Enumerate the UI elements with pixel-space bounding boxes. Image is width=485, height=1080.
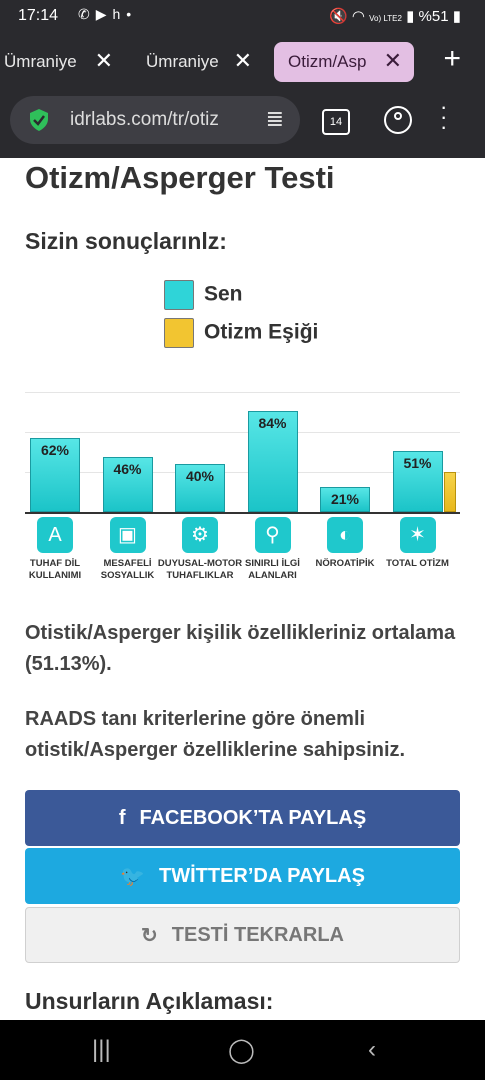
tab-umraniye-1[interactable]: Ümraniye ✕: [0, 42, 125, 82]
legend-label-threshold: Otizm Eşiği: [204, 320, 319, 344]
chart-bar-sen: 46%: [102, 456, 153, 512]
chart-category-label: DUYUSAL-MOTOR TUHAFLIKLAR: [157, 558, 243, 581]
battery-level: %51: [418, 8, 449, 25]
url-text: idrlabs.com/tr/otiz: [70, 109, 219, 130]
legend-threshold: Otizm Eşiği: [164, 318, 318, 348]
chart-data-label: 46%: [113, 460, 142, 477]
chart-data-label: 51%: [403, 454, 432, 471]
twitter-share-label: TWİTTER’DA PAYLAŞ: [158, 864, 365, 887]
chart-bar-sen: 21%: [320, 486, 370, 512]
chart-bar-sen: 51%: [392, 450, 443, 512]
tab-otizm-asperger[interactable]: Otizm/Asp ✕: [274, 42, 414, 82]
chart-gridline: [25, 472, 460, 473]
twitter-share-button[interactable]: 🐦 TWİTTER’DA PAYLAŞ: [25, 848, 460, 904]
retake-test-button[interactable]: ↻ TESTİ TEKRARLA: [25, 907, 460, 963]
tab-label: Ümraniye: [146, 52, 219, 71]
url-field[interactable]: idrlabs.com/tr/otiz ≣: [10, 96, 300, 144]
tab-umraniye-2[interactable]: Ümraniye ✕: [134, 42, 264, 82]
facebook-icon: f: [118, 806, 126, 829]
results-chart: 62% A TUHAF DİL KULLANIMI 46% ▣ MESAFELİ SOSY…: [25, 370, 460, 590]
signal-icon: ▮: [406, 8, 415, 25]
recent-apps-icon[interactable]: |||: [92, 1036, 111, 1063]
legend-swatch-sen: [164, 280, 194, 310]
legend-swatch-threshold: [164, 318, 194, 348]
chart-category-label: SINIRLI İLGİ ALANLARI: [245, 558, 300, 581]
chart-category-label: TUHAF DİL KULLANIMI: [28, 558, 82, 581]
chart-data-label: 40%: [185, 468, 215, 484]
robot-icon: ▣: [109, 517, 146, 553]
battery-icon: ▮: [452, 8, 461, 25]
twitter-icon: 🐦: [120, 865, 145, 888]
menu-icon[interactable]: · · ·: [440, 94, 448, 139]
reader-mode-icon[interactable]: ≣: [265, 106, 284, 131]
retake-test-label: TESTİ TEKRARLA: [171, 923, 344, 946]
close-icon[interactable]: ✕: [233, 48, 252, 73]
new-tab-icon[interactable]: +: [443, 42, 461, 75]
network-icon: ✶: [399, 517, 436, 553]
facebook-share-button[interactable]: f FACEBOOK’TA PAYLAŞ: [25, 790, 460, 846]
status-time: 17:14: [18, 7, 59, 24]
wifi-icon: ◠: [351, 8, 365, 25]
mute-icon: 🔇: [329, 8, 348, 25]
chart-bar-threshold: [443, 472, 456, 512]
legend-sen: Sen: [164, 280, 243, 310]
translate-icon: A: [37, 517, 73, 553]
chart-bar-sen: 62%: [30, 437, 80, 512]
results-heading: Sizin sonuçlarınlz:: [25, 228, 227, 254]
chart-data-label: 21%: [330, 490, 360, 507]
chart-gridline: [25, 432, 460, 433]
status-bar: 17:14 ✆▶h• 🔇 ◠ Vo) LTE2 ▮ %51 ▮: [0, 0, 485, 32]
home-icon[interactable]: ◯: [228, 1037, 255, 1064]
profile-icon[interactable]: [384, 106, 412, 134]
chart-data-label: 62%: [40, 441, 70, 458]
page-title: Otizm/Asperger Testi: [25, 160, 335, 195]
close-icon[interactable]: ✕: [94, 48, 113, 73]
gears-icon: ⚙: [182, 517, 218, 553]
tab-strip: Ümraniye ✕ Ümraniye ✕ Otizm/Asp ✕: [0, 32, 485, 92]
tab-label: Ümraniye: [4, 52, 77, 71]
status-right: 🔇 ◠ Vo) LTE2 ▮ %51 ▮: [329, 7, 461, 25]
back-icon[interactable]: ‹: [368, 1036, 376, 1063]
chart-baseline: [25, 512, 460, 514]
summary-text: Otistik/Asperger kişilik özellikleriniz …: [25, 622, 456, 675]
notification-icons: ✆▶h•: [78, 6, 138, 22]
criteria-text: RAADS tanı kriterlerine göre önemli otis…: [25, 708, 406, 761]
address-bar: idrlabs.com/tr/otiz ≣ 14 · · ·: [0, 92, 485, 158]
refresh-icon: ↻: [141, 924, 158, 947]
chart-category-label: TOTAL OTİZM: [386, 558, 449, 569]
system-nav-bar: ||| ◯ ‹: [0, 1020, 485, 1080]
chart-category-label: NÖROATİPİK: [315, 558, 375, 569]
chart-bar-sen: 84%: [247, 411, 298, 512]
chart-category-label: MESAFELİ SOSYALLIK: [100, 558, 155, 581]
close-icon[interactable]: ✕: [383, 48, 402, 73]
tab-switcher-icon[interactable]: 14: [322, 109, 350, 135]
facebook-share-label: FACEBOOK’TA PAYLAŞ: [139, 806, 367, 829]
chart-data-label: 84%: [258, 415, 287, 432]
section-heading: Unsurların Açıklaması:: [25, 988, 274, 1014]
chart-bar-sen: 40%: [175, 464, 225, 512]
magnifier-icon: ⚲: [254, 517, 291, 553]
shield-icon: [30, 109, 48, 131]
chart-gridline: [25, 392, 460, 393]
brain-head-icon: ◐: [327, 517, 363, 553]
tab-label: Otizm/Asp: [288, 52, 367, 71]
legend-label-sen: Sen: [204, 282, 243, 306]
page-content: Otizm/Asperger Testi Sizin sonuçlarınlz:…: [0, 158, 485, 1020]
network-label: Vo) LTE2: [369, 14, 402, 23]
